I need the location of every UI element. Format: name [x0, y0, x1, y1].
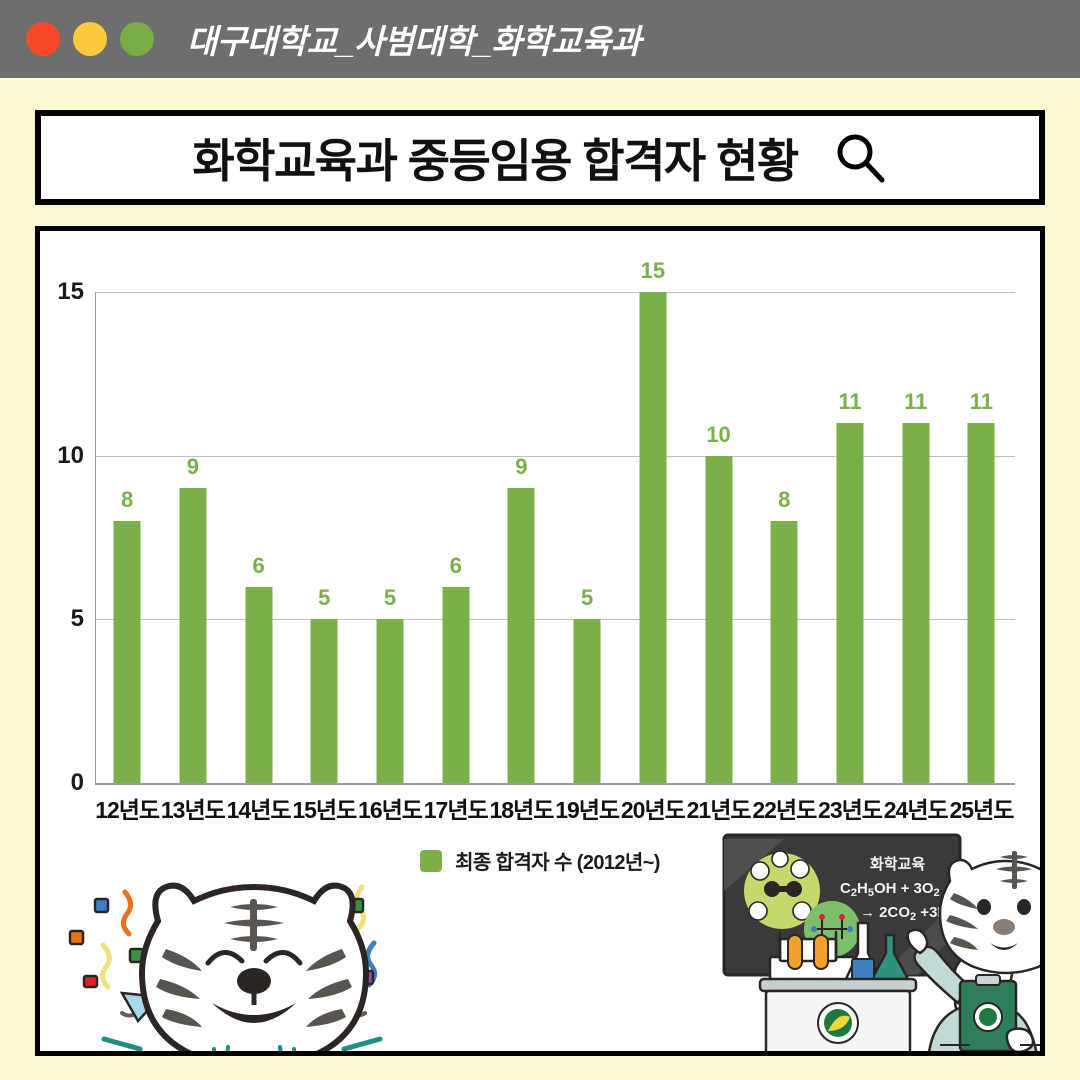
bar[interactable] — [770, 521, 798, 783]
bar-value-label: 5 — [581, 585, 594, 611]
y-axis-line — [95, 292, 96, 784]
gridline — [95, 292, 1015, 293]
bar-group[interactable]: 8 22년도 — [752, 231, 817, 823]
bar-value-label: 5 — [383, 585, 397, 611]
chart-panel: 0 5 10 15 8 12년도 9 13년도 6 14년도 5 15년도 5 16년도 6 17년도 9 18… — [35, 226, 1045, 1056]
y-axis-tick-label: 10 — [57, 441, 84, 469]
bar-group[interactable]: 15 20년도 — [621, 231, 686, 823]
bar[interactable] — [836, 422, 864, 783]
bar[interactable] — [902, 422, 930, 783]
x-axis-tick-label: 25년도 — [949, 797, 1014, 823]
y-axis-tick-label: 0 — [70, 769, 84, 796]
bar-group[interactable]: 9 18년도 — [489, 231, 554, 823]
bar[interactable] — [113, 521, 141, 783]
bar-value-label: 6 — [449, 552, 462, 578]
x-axis-tick-label: 18년도 — [489, 797, 554, 823]
x-axis-tick-label: 15년도 — [292, 797, 357, 823]
y-axis-tick-label: 5 — [70, 605, 84, 633]
bar-group[interactable]: 9 13년도 — [161, 231, 226, 823]
blackboard-equation-line1: C2H5OH + 3O2 — [840, 880, 940, 899]
bar-value-label: 9 — [186, 454, 199, 480]
gridline — [95, 619, 1015, 621]
legend-swatch — [420, 849, 443, 872]
celebrating-tiger-mascot — [68, 882, 383, 1051]
bar-value-label: 15 — [640, 258, 666, 283]
x-axis-tick-label: 23년도 — [818, 797, 883, 823]
bar-group[interactable]: 8 12년도 — [95, 231, 160, 823]
x-axis-tick-label: 19년도 — [555, 797, 620, 823]
bar-series: 8 12년도 9 13년도 6 14년도 5 15년도 5 16년도 6 17년도 9 18년도 5 19년도… — [95, 231, 1015, 823]
bar-group[interactable]: 5 15년도 — [292, 231, 357, 823]
minimize-button[interactable] — [73, 22, 107, 56]
bar[interactable] — [705, 455, 733, 783]
chemistry-teacher-tiger-mascot: 화학교육 C2H5OH + 3O2 → 2CO2 +3H2O — [722, 833, 1040, 1051]
bar-value-label: 11 — [969, 388, 994, 414]
bar[interactable] — [310, 619, 338, 783]
plot-area: 0 5 10 15 8 12년도 9 13년도 6 14년도 5 15년도 5 16년도 6 17년도 9 18… — [57, 231, 1040, 823]
x-axis-tick-label: 16년도 — [358, 797, 423, 823]
window-controls — [26, 22, 154, 56]
bar[interactable] — [967, 422, 995, 783]
bar[interactable] — [245, 586, 273, 783]
blackboard-heading: 화학교육 — [870, 856, 925, 873]
bar[interactable] — [179, 488, 207, 783]
bar-group[interactable]: 5 16년도 — [358, 231, 423, 823]
x-axis-tick-label: 17년도 — [423, 797, 489, 823]
window-titlebar: 대구대학교_사범대학_화학교육과 — [0, 0, 1080, 78]
x-axis-tick-label: 21년도 — [686, 797, 752, 823]
search-icon[interactable] — [832, 130, 888, 186]
x-axis-tick-label: 22년도 — [752, 797, 817, 823]
bar[interactable] — [639, 292, 667, 783]
bar[interactable] — [507, 488, 535, 783]
bar-value-label: 11 — [904, 388, 928, 414]
bar-group[interactable]: 11 25년도 — [949, 231, 1014, 823]
x-axis-tick-label: 20년도 — [620, 797, 686, 823]
bar-value-label: 5 — [318, 585, 331, 611]
bar-group[interactable]: 11 24년도 — [884, 231, 949, 823]
bar-group[interactable]: 6 14년도 — [226, 231, 292, 823]
x-axis-tick-label: 24년도 — [883, 797, 949, 823]
bar-value-label: 8 — [778, 487, 791, 513]
x-axis-tick-label: 13년도 — [160, 797, 226, 823]
gridline — [95, 455, 1015, 457]
bar-value-label: 6 — [252, 552, 265, 578]
bar-group[interactable]: 11 23년도 — [818, 231, 883, 823]
maximize-button[interactable] — [120, 22, 154, 56]
bar-group[interactable]: 10 21년도 — [686, 231, 752, 823]
bar-value-label: 8 — [121, 487, 134, 513]
legend-label: 최종 합격자 수 (2012년~) — [455, 852, 660, 874]
x-axis-tick-label: 14년도 — [226, 797, 292, 823]
bar-group[interactable]: 6 17년도 — [424, 231, 489, 823]
bar[interactable] — [376, 619, 404, 783]
x-axis-line — [95, 783, 1015, 785]
window-title: 대구대학교_사범대학_화학교육과 — [187, 23, 641, 60]
bar-value-label: 10 — [706, 421, 731, 447]
bar-value-label: 9 — [515, 454, 528, 480]
chart-legend: 최종 합격자 수 (2012년~) — [40, 846, 1040, 875]
bar-value-label: 11 — [838, 388, 862, 414]
close-button[interactable] — [26, 22, 60, 56]
bar[interactable] — [442, 586, 470, 783]
y-axis-tick-label: 15 — [57, 278, 84, 305]
page-title-box: 화학교육과 중등임용 합격자 현황 — [35, 110, 1045, 205]
x-axis-tick-label: 12년도 — [95, 797, 160, 823]
page-title: 화학교육과 중등임용 합격자 현황 — [192, 134, 799, 187]
bar-group[interactable]: 5 19년도 — [555, 231, 620, 823]
bar[interactable] — [573, 619, 601, 783]
